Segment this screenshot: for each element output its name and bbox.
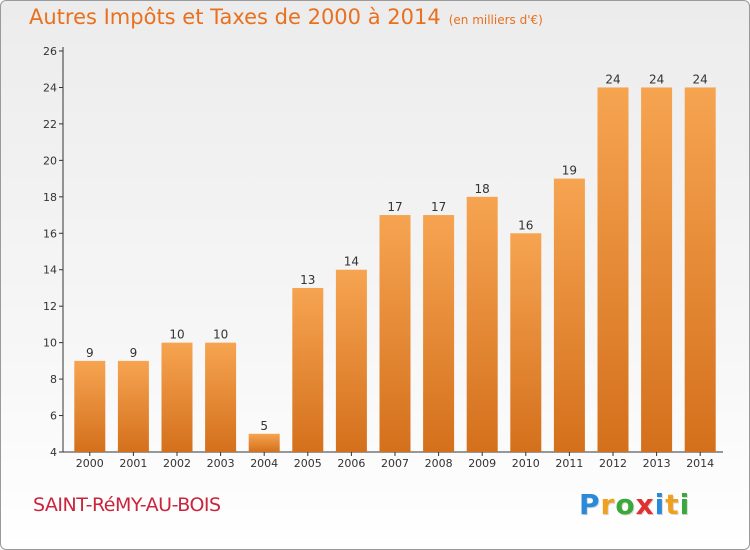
y-tick-label: 12 — [43, 300, 57, 313]
bar-2013 — [641, 87, 673, 453]
y-tick-label: 6 — [50, 410, 57, 423]
data-label-2006: 14 — [344, 255, 359, 269]
x-tick-label: 2012 — [599, 457, 627, 470]
y-tick-label: 14 — [43, 264, 57, 277]
x-tick-label: 2002 — [163, 457, 191, 470]
x-tick-label: 2001 — [119, 457, 147, 470]
bar-2008 — [423, 215, 455, 452]
x-tick-label: 2010 — [512, 457, 540, 470]
logo-letter: i — [679, 488, 691, 521]
axes: 4 6 8 10 12 14 16 18 20 22 24 26 2000 2001 2002 2003 200… — [43, 45, 723, 470]
x-tick-label: 2005 — [294, 457, 322, 470]
x-tick-label: 2011 — [555, 457, 583, 470]
y-tick-label: 8 — [50, 373, 57, 386]
data-label-2007: 17 — [387, 200, 402, 214]
proxiti-logo[interactable]: Proxiti — [579, 488, 690, 521]
x-tick-label: 2007 — [381, 457, 409, 470]
chart-title-text: Autres Impôts et Taxes de 2000 à 2014 — [29, 5, 441, 29]
data-label-2008: 17 — [431, 200, 446, 214]
y-tick-label: 26 — [43, 45, 57, 58]
data-label-2002: 10 — [169, 328, 184, 342]
y-tick-label: 24 — [43, 81, 57, 94]
data-label-2014: 24 — [693, 72, 708, 86]
logo-letter: i — [654, 488, 666, 521]
x-tick-label: 2009 — [468, 457, 496, 470]
data-label-2010: 16 — [518, 218, 533, 232]
bar-2003 — [205, 342, 237, 452]
bar-2012 — [597, 87, 629, 453]
y-tick-label: 18 — [43, 191, 57, 204]
bar-2001 — [117, 360, 149, 452]
data-label-2000: 9 — [86, 346, 94, 360]
bar-2007 — [379, 215, 411, 452]
logo-letter: o — [615, 488, 636, 521]
x-tick-label: 2013 — [643, 457, 671, 470]
data-label-2004: 5 — [260, 419, 268, 433]
bars: 9 9 10 10 5 13 14 17 17 18 16 19 24 24 24 — [74, 72, 716, 453]
data-label-2011: 19 — [562, 164, 577, 178]
y-tick-label: 20 — [43, 154, 57, 167]
data-label-2009: 18 — [475, 182, 490, 196]
bar-2004 — [248, 433, 280, 452]
x-tick-label: 2014 — [686, 457, 714, 470]
data-label-2012: 24 — [605, 72, 620, 86]
chart-title: Autres Impôts et Taxes de 2000 à 2014 (en… — [29, 5, 543, 29]
bar-2000 — [74, 360, 106, 452]
bar-2002 — [161, 342, 193, 452]
x-tick-label: 2006 — [337, 457, 365, 470]
x-tick-label: 2003 — [207, 457, 235, 470]
y-tick-label: 16 — [43, 227, 57, 240]
bar-2014 — [684, 87, 716, 453]
y-tick-label: 22 — [43, 118, 57, 131]
logo-letter: x — [635, 488, 655, 521]
logo-letter: t — [665, 488, 680, 521]
bar-2006 — [335, 269, 367, 452]
bar-2009 — [466, 196, 498, 452]
y-tick-label: 10 — [43, 337, 57, 350]
data-label-2013: 24 — [649, 72, 664, 86]
x-tick-label: 2008 — [425, 457, 453, 470]
bar-2005 — [292, 287, 324, 452]
commune-name: SAINT-RéMY-AU-BOIS — [33, 494, 221, 516]
data-label-2005: 13 — [300, 273, 315, 287]
bar-2011 — [553, 178, 585, 452]
data-label-2001: 9 — [130, 346, 138, 360]
logo-letter: P — [579, 488, 601, 521]
logo-letter: r — [600, 488, 616, 521]
x-tick-label: 2004 — [250, 457, 278, 470]
data-label-2003: 10 — [213, 328, 228, 342]
y-tick-label: 4 — [50, 446, 57, 459]
x-tick-label: 2000 — [76, 457, 104, 470]
chart-subtitle: (en milliers d'€) — [448, 13, 543, 27]
bar-2010 — [510, 233, 542, 452]
